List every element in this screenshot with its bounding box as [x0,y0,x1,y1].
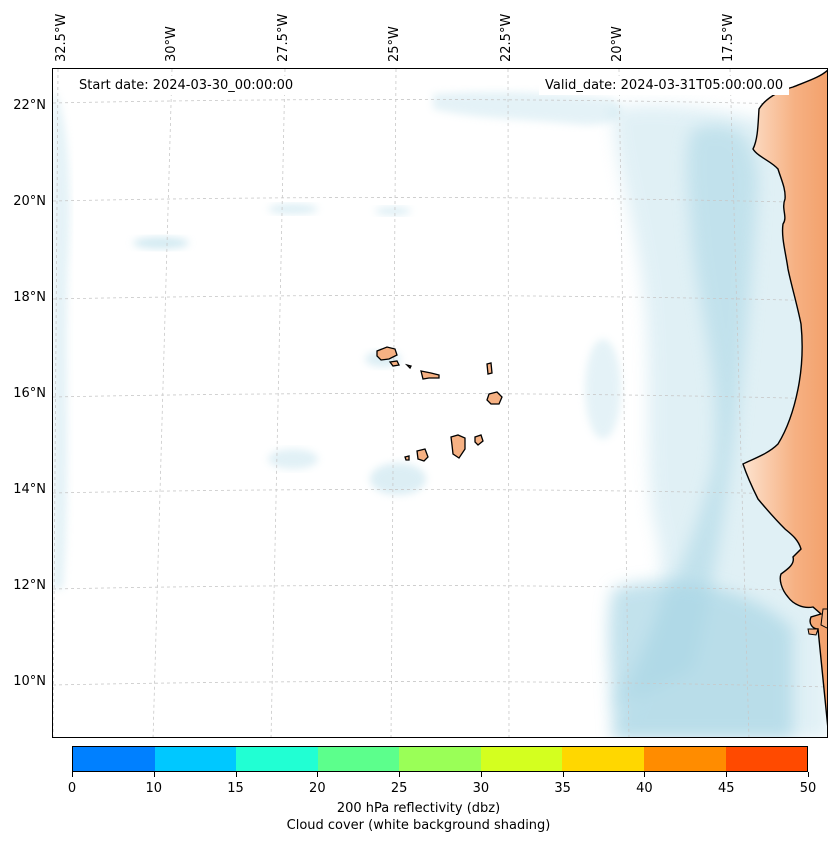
island-maio [474,434,484,446]
island-santa-luzia [404,363,412,370]
africa-coastline [742,69,827,727]
cloud-cover [53,89,827,737]
colorbar-tick-label: 0 [67,781,77,796]
map-area[interactable] [52,68,828,738]
colorbar-segment [236,747,318,771]
colorbar-tick-label: 30 [472,781,490,796]
lat-label-16n: 16°N [13,386,46,401]
colorbar-tick [153,772,155,777]
colorbar-tick [480,772,482,777]
lat-label-20n: 20°N [13,194,46,209]
bijagos-island [820,608,827,629]
cloud-patch [375,207,411,215]
cloud-patch [133,237,189,249]
colorbar-tick-label: 15 [227,781,244,796]
lat-label-12n: 12°N [13,578,46,593]
cloud-patch [268,449,318,469]
colorbar [72,746,808,772]
lat-label-14n: 14°N [13,482,46,497]
cloud-patch [370,463,426,495]
colorbar-tick [317,772,319,777]
colorbar-tick [72,772,73,777]
colorbar-tick [808,772,809,777]
island-santo-antao [376,346,398,361]
cloud-patch [585,339,621,439]
cape-verde-islands [376,346,503,462]
lon-label-32-5w: 32.5°W [54,13,69,62]
cloud-band-north [433,91,621,125]
lon-label-20w: 20°W [610,26,625,62]
start-date-label: Start date: 2024-03-30_00:00:00 [73,76,300,95]
colorbar-label-reflectivity: 200 hPa reflectivity (dbz) [336,801,501,816]
colorbar-tick [399,772,401,777]
colorbar-segment [725,747,808,771]
lat-label-10n: 10°N [13,674,46,689]
island-santiago [450,434,466,459]
lat-label-18n: 18°N [13,290,46,305]
colorbar-tick-label: 10 [145,781,163,796]
lon-label-17-5w: 17.5°W [721,13,736,62]
colorbar-tick [726,772,728,777]
lon-label-30w: 30°W [164,26,179,62]
colorbar-tick-label: 25 [390,781,408,796]
colorbar-tick-label: 50 [799,781,817,796]
lon-label-25w: 25°W [387,26,402,62]
valid-date-label: Valid_date: 2024-03-31T05:00:00.00 [539,76,790,95]
colorbar-tick-label: 35 [554,781,571,796]
bijagos-island [807,628,819,636]
lat-label-22n: 22°N [13,98,46,113]
colorbar-segment [317,747,400,771]
cloud-band-core [613,125,758,709]
island-sao-nicolau [420,370,440,380]
colorbar-segment [480,747,563,771]
colorbar-label-cloud-cover: Cloud cover (white background shading) [286,818,551,833]
colorbar-segment [399,747,481,771]
colorbar-tick-label: 20 [309,781,326,796]
colorbar-tick [644,772,646,777]
map-canvas [53,69,827,737]
colorbar-tick-label: 45 [717,781,735,796]
cloud-band-west [53,89,70,589]
island-sal [486,362,493,375]
island-sao-vicente [388,360,400,367]
colorbar-tick [562,772,564,777]
island-fogo [416,448,429,462]
cloud-patch [268,204,318,214]
lon-label-22-5w: 22.5°W [499,13,514,62]
colorbar-segment [562,747,644,771]
colorbar-segment [643,747,726,771]
lon-label-27-5w: 27.5°W [276,13,291,62]
colorbar-tick [235,772,237,777]
island-boa-vista [486,391,503,405]
colorbar-segment [154,747,237,771]
colorbar-tick-label: 40 [636,781,653,796]
island-brava [404,455,410,461]
colorbar-segment [73,747,155,771]
graticule [53,69,827,737]
cloud-band-south [608,581,793,737]
